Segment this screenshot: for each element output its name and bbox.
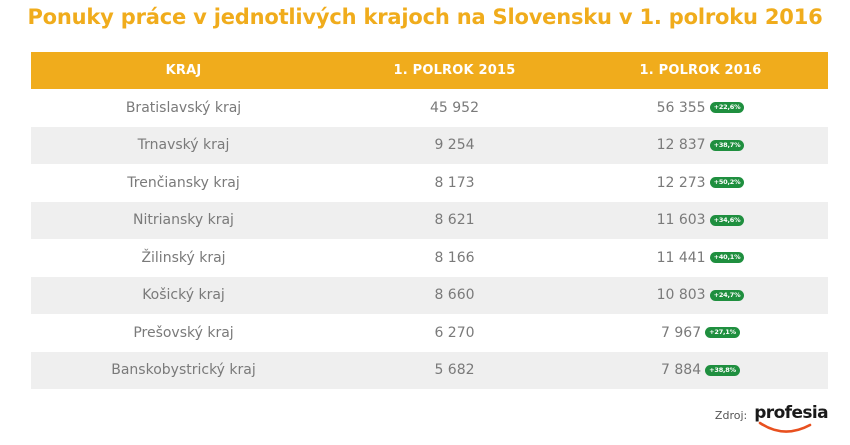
change-badge: +22,6%	[709, 102, 745, 114]
table-row: Banskobystrický kraj 5 682 7 884 +38,8%	[31, 351, 828, 389]
value-2016-cell: 7 967 +27,1%	[573, 325, 828, 341]
column-header-region: KRAJ	[165, 63, 202, 78]
change-badge: +34,6%	[709, 214, 745, 226]
value-2016: 11 603	[656, 212, 706, 229]
profesia-logo: profesia	[754, 403, 829, 433]
region-cell: Nitriansky kraj	[133, 212, 234, 229]
table-row: Trnavský kraj 9 254 12 837 +38,7%	[31, 126, 828, 164]
value-2015-cell: 8 173	[434, 174, 475, 191]
value-2016-cell: 12 837 +38,7%	[573, 137, 828, 153]
source-label: Zdroj:	[714, 408, 748, 422]
region-cell: Košický kraj	[142, 287, 225, 304]
value-2015-cell: 45 952	[430, 99, 479, 116]
value-2016-cell: 11 441 +40,1%	[573, 250, 828, 266]
region-cell: Prešovský kraj	[133, 324, 234, 341]
value-2016: 10 803	[656, 287, 706, 304]
change-badge: +40,1%	[709, 252, 745, 264]
region-cell: Bratislavský kraj	[125, 99, 242, 116]
logo-text: profesia	[754, 403, 828, 423]
region-cell: Trnavský kraj	[137, 137, 230, 154]
region-cell: Banskobystrický kraj	[111, 362, 256, 379]
value-2015-cell: 8 621	[434, 212, 475, 229]
table-row: Žilinský kraj 8 166 11 441 +40,1%	[31, 239, 828, 277]
table-row: Trenčiansky kraj 8 173 12 273 +50,2%	[31, 164, 828, 202]
value-2016: 11 441	[656, 249, 706, 266]
change-badge: +27,1%	[705, 327, 740, 339]
value-2016-cell: 7 884 +38,8%	[573, 362, 828, 378]
value-2015-cell: 9 254	[434, 137, 475, 154]
table-header: KRAJ 1. POLROK 2015 1. POLROK 2016	[31, 52, 828, 89]
region-cell: Trenčiansky kraj	[127, 174, 240, 191]
value-2016-cell: 56 355 +22,6%	[573, 100, 828, 116]
column-header-2015: 1. POLROK 2015	[393, 63, 516, 78]
table-row: Košický kraj 8 660 10 803 +24,7%	[31, 276, 828, 314]
source-credit: Zdroj: profesia	[714, 403, 829, 433]
data-table: KRAJ 1. POLROK 2015 1. POLROK 2016 Brati…	[31, 52, 828, 389]
region-cell: Žilinský kraj	[141, 249, 226, 266]
value-2016: 56 355	[656, 99, 706, 116]
value-2016-cell: 12 273 +50,2%	[573, 175, 828, 191]
value-2015-cell: 8 166	[434, 249, 475, 266]
change-badge: +38,8%	[705, 364, 740, 376]
value-2016-cell: 11 603 +34,6%	[573, 212, 828, 228]
table-row: Prešovský kraj 6 270 7 967 +27,1%	[31, 314, 828, 352]
value-2015-cell: 6 270	[434, 324, 475, 341]
change-badge: +38,7%	[709, 139, 745, 151]
value-2015-cell: 5 682	[434, 362, 475, 379]
value-2016: 12 273	[656, 174, 706, 191]
change-badge: +24,7%	[709, 289, 745, 301]
value-2016-cell: 10 803 +24,7%	[573, 287, 828, 303]
value-2016: 7 884	[661, 362, 702, 379]
value-2016: 7 967	[661, 324, 702, 341]
table-row: Nitriansky kraj 8 621 11 603 +34,6%	[31, 201, 828, 239]
chart-title: Ponuky práce v jednotlivých krajoch na S…	[27, 5, 823, 29]
logo-arc-icon	[758, 421, 812, 433]
value-2016: 12 837	[656, 137, 706, 154]
value-2015-cell: 8 660	[434, 287, 475, 304]
table-row: Bratislavský kraj 45 952 56 355 +22,6%	[31, 89, 828, 127]
table-body: Bratislavský kraj 45 952 56 355 +22,6% Trnav…	[31, 89, 828, 389]
column-header-2016: 1. POLROK 2016	[639, 63, 762, 78]
change-badge: +50,2%	[709, 177, 745, 189]
